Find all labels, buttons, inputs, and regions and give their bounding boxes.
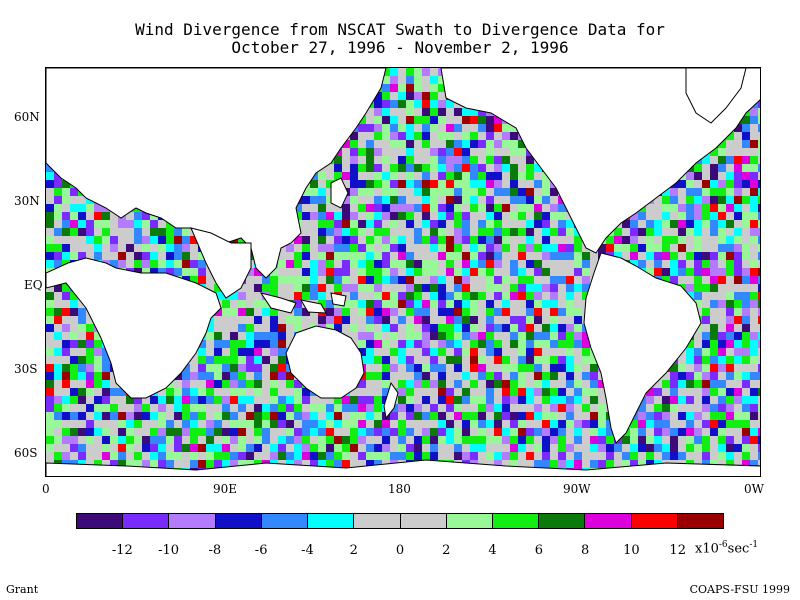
- indonesia-islands: [259, 292, 347, 314]
- land-masses: [46, 68, 760, 476]
- lon-label-90w: 90W: [563, 482, 591, 496]
- units-sec: sec: [727, 541, 750, 557]
- colorbar-tick-label: 2: [349, 543, 358, 558]
- colorbar-tick-label: 10: [623, 543, 640, 558]
- north-america-landmass: [440, 68, 760, 254]
- colorbar-tick-label: 12: [669, 543, 686, 558]
- colorbar-tick-label: 0: [395, 543, 405, 558]
- colorbar-tick-label: -4: [301, 543, 314, 558]
- colorbar-cell-11: [585, 514, 632, 528]
- units-exponent-1: -6: [718, 540, 728, 550]
- lat-label-30n: 30N: [14, 194, 40, 208]
- author-label: Grant: [6, 583, 39, 596]
- africa-landmass: [46, 257, 222, 399]
- australia-landmass: [285, 325, 365, 399]
- units-prefix: x10: [695, 541, 719, 557]
- lon-label-0w: 0W: [744, 482, 764, 496]
- colorbar-cell-3: [215, 514, 262, 528]
- colorbar-cell-13: [677, 514, 724, 528]
- colorbar-tick-label: 2: [442, 543, 451, 558]
- india-landmass: [190, 227, 252, 299]
- colorbar-tick-label: -8: [208, 543, 222, 558]
- colorbar-cell-2: [169, 514, 216, 528]
- colorbar-cell-5: [308, 514, 355, 528]
- colorbar-tick-label: 6: [534, 543, 543, 558]
- divergence-map: [45, 67, 761, 477]
- lon-label-180: 180: [388, 482, 411, 496]
- lat-label-60n: 60N: [14, 110, 40, 124]
- lat-label-eq: EQ: [24, 278, 43, 292]
- colorbar-cell-9: [492, 514, 540, 528]
- lat-label-30s: 30S: [14, 362, 38, 376]
- lon-label-90e: 90E: [213, 482, 238, 496]
- colorbar-tick-label: -12: [111, 543, 133, 558]
- greenland-landmass: [685, 68, 747, 124]
- units-exponent-2: -1: [749, 540, 759, 550]
- colorbar: [76, 513, 724, 529]
- colorbar-cell-6: [354, 514, 401, 528]
- colorbar-tick-label: -6: [254, 543, 268, 558]
- new-zealand: [383, 381, 399, 420]
- antarctica-landmass: [46, 459, 760, 476]
- colorbar-cell-1: [123, 514, 170, 528]
- south-america-landmass: [583, 252, 702, 444]
- colorbar-cell-0: [77, 514, 124, 528]
- credit-label: COAPS-FSU 1999: [689, 583, 790, 596]
- lat-label-60s: 60S: [14, 446, 38, 460]
- colorbar-cell-4: [261, 514, 309, 528]
- japan-islands: [330, 177, 349, 209]
- map-title-line-2: October 27, 1996 - November 2, 1996: [231, 38, 569, 57]
- lon-label-0: 0: [42, 482, 50, 496]
- colorbar-cell-8: [446, 514, 493, 528]
- colorbar-tick-label: -10: [158, 543, 180, 558]
- colorbar-tick-label: 4: [488, 543, 497, 558]
- colorbar-tick-label: 8: [581, 543, 590, 558]
- colorbar-units: x10-6sec-1: [695, 540, 758, 556]
- colorbar-cell-7: [400, 514, 447, 528]
- colorbar-cell-12: [631, 514, 678, 528]
- colorbar-cell-10: [539, 514, 586, 528]
- map-title-line-1: Wind Divergence from NSCAT Swath to Dive…: [135, 20, 665, 39]
